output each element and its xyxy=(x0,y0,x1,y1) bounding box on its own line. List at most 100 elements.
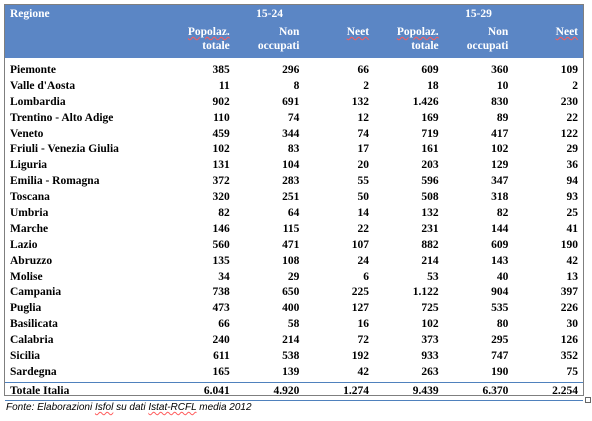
value-cell: 2 xyxy=(572,79,578,92)
value-cell: 295 xyxy=(491,334,509,347)
value-cell: 538 xyxy=(282,349,300,362)
value-cell: 13 xyxy=(566,270,579,283)
value-cell: 165 xyxy=(212,365,230,378)
header-popolaz-line2: totale xyxy=(202,40,230,52)
value-cell: 397 xyxy=(560,286,578,299)
value-cell: 190 xyxy=(560,238,578,251)
value-cell: 609 xyxy=(491,238,509,251)
value-cell: 10 xyxy=(496,79,509,92)
region-name: Lazio xyxy=(10,238,38,251)
value-cell: 2 xyxy=(363,79,370,92)
source-note: Fonte: Elaborazioni Isfol su dati Istat-… xyxy=(6,402,252,413)
value-cell: 36 xyxy=(566,159,579,172)
region-name: Molise xyxy=(10,270,43,283)
table-row: Puglia 473 400 127 725 535 226 xyxy=(5,300,583,316)
value-cell: 596 xyxy=(421,175,439,188)
value-cell: 226 xyxy=(560,302,578,315)
table-row: Valle d'Aosta 11 8 2 18 10 2 xyxy=(5,78,583,94)
header-group-15-24: 15-24 xyxy=(165,5,375,25)
table-row: Toscana 320 251 50 508 318 93 xyxy=(5,189,583,205)
header-nonocc-15-24: Non occupati xyxy=(234,25,305,58)
header-neet-15-24: Neet xyxy=(304,25,375,58)
value-cell: 102 xyxy=(212,143,230,156)
value-cell: 40 xyxy=(496,270,509,283)
header-regione: Regione xyxy=(5,5,166,25)
header-nonocc-line2: occupati xyxy=(466,40,509,52)
value-cell: 385 xyxy=(212,63,230,76)
value-cell: 58 xyxy=(287,318,300,331)
value-cell: 904 xyxy=(491,286,509,299)
value-cell: 611 xyxy=(213,349,230,362)
value-cell: 66 xyxy=(218,318,230,331)
table-row: Piemonte 385 296 66 609 360 109 xyxy=(5,58,583,78)
value-cell: 42 xyxy=(566,254,579,267)
table-row: Marche 146 115 22 231 144 41 xyxy=(5,221,583,237)
header-nonocc-line2: occupati xyxy=(257,40,300,52)
table-row: Umbria 82 64 14 132 82 25 xyxy=(5,205,583,221)
header-empty xyxy=(5,25,166,58)
value-cell: 29 xyxy=(287,270,300,283)
table-row: Molise 34 29 6 53 40 13 xyxy=(5,269,583,285)
table-row: Trentino - Alto Adige 110 74 12 169 89 22 xyxy=(5,110,583,126)
value-cell: 6 xyxy=(363,270,370,283)
value-cell: 400 xyxy=(282,302,300,315)
value-cell: 1.426 xyxy=(412,95,439,108)
value-cell: 251 xyxy=(282,191,300,204)
value-cell: 102 xyxy=(491,143,509,156)
source-isfol: Isfol xyxy=(94,402,114,413)
header-neet-label: Neet xyxy=(555,26,578,38)
table-row: Friuli - Venezia Giulia 102 83 17 161 102 29 xyxy=(5,141,583,157)
value-cell: 74 xyxy=(357,127,370,140)
region-name: Liguria xyxy=(10,159,48,172)
value-cell: 74 xyxy=(287,111,300,124)
table-row: Calabria 240 214 72 373 295 126 xyxy=(5,332,583,348)
value-cell: 41 xyxy=(566,222,579,235)
header-neet-15-29: Neet xyxy=(513,25,583,58)
value-cell: 22 xyxy=(357,222,370,235)
table-row: Sicilia 611 538 192 933 747 352 xyxy=(5,348,583,364)
value-cell: 34 xyxy=(218,270,230,283)
value-cell: 11 xyxy=(218,79,230,92)
value-cell: 93 xyxy=(566,191,579,204)
region-name: Lombardia xyxy=(10,95,66,108)
value-cell: 225 xyxy=(351,286,370,299)
value-cell: 131 xyxy=(212,159,230,172)
value-cell: 263 xyxy=(421,365,439,378)
table-row: Abruzzo 135 108 24 214 143 42 xyxy=(5,253,583,269)
value-cell: 1.122 xyxy=(412,286,439,299)
value-cell: 609 xyxy=(421,63,439,76)
region-name: Marche xyxy=(10,222,49,235)
table-row: Liguria 131 104 20 203 129 36 xyxy=(5,157,583,173)
table-footer: Totale Italia 6.041 4.920 1.274 9.439 6.… xyxy=(5,381,583,401)
value-cell: 107 xyxy=(351,238,370,251)
value-cell: 347 xyxy=(491,175,509,188)
value-cell: 72 xyxy=(357,334,370,347)
total-cell: 6.370 xyxy=(443,381,514,401)
table-body: Piemonte 385 296 66 609 360 109 Valle d'Aosta 11… xyxy=(5,58,583,382)
table-header: Regione 15-24 15-29 Popolaz. totale Non oc… xyxy=(5,5,583,58)
value-cell: 214 xyxy=(282,334,300,347)
value-cell: 738 xyxy=(212,286,230,299)
value-cell: 143 xyxy=(491,254,509,267)
total-row: Totale Italia 6.041 4.920 1.274 9.439 6.… xyxy=(5,381,583,401)
value-cell: 933 xyxy=(421,349,439,362)
table-row: Veneto 459 344 74 719 417 122 xyxy=(5,126,583,142)
total-cell: 2.254 xyxy=(513,381,583,401)
value-cell: 725 xyxy=(421,302,439,315)
region-name: Emilia - Romagna xyxy=(10,175,100,188)
value-cell: 146 xyxy=(212,222,230,235)
resize-handle[interactable] xyxy=(585,397,591,403)
region-name: Puglia xyxy=(10,302,42,315)
header-nonocc-line1: Non xyxy=(487,26,509,38)
value-cell: 471 xyxy=(282,238,300,251)
value-cell: 283 xyxy=(282,175,300,188)
value-cell: 508 xyxy=(421,191,439,204)
value-cell: 122 xyxy=(560,127,578,140)
value-cell: 18 xyxy=(427,79,439,92)
header-row-columns: Popolaz. totale Non occupati Neet Popolaz.… xyxy=(5,25,583,58)
value-cell: 53 xyxy=(427,270,439,283)
value-cell: 109 xyxy=(560,63,578,76)
region-name: Calabria xyxy=(10,334,54,347)
value-cell: 55 xyxy=(357,175,370,188)
header-popolaz-line1: Popolaz. xyxy=(187,26,230,38)
